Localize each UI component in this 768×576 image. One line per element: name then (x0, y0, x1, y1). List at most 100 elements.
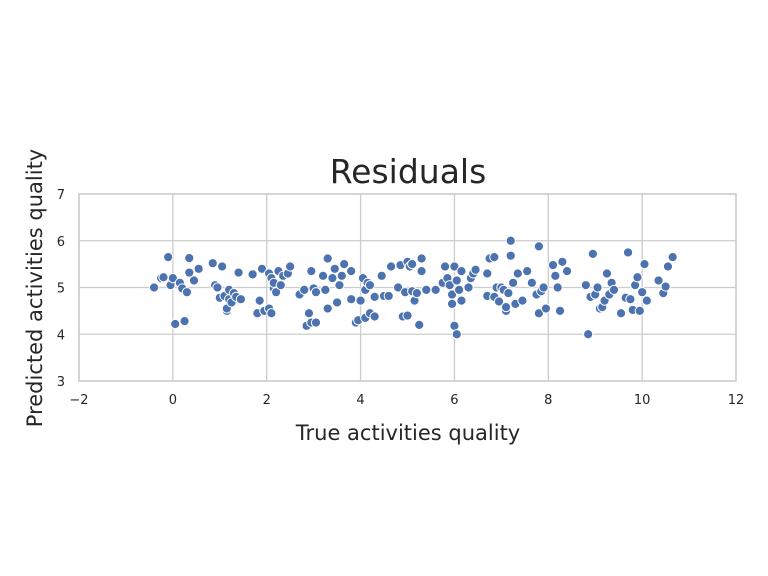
data-point (634, 305, 645, 316)
data-point (580, 280, 591, 291)
data-point (332, 297, 343, 308)
data-point (444, 280, 455, 291)
data-point (517, 295, 528, 306)
data-point (526, 277, 537, 288)
data-point (329, 263, 340, 274)
data-point (310, 287, 322, 298)
data-point (637, 287, 648, 298)
y-tick-label: 3 (57, 375, 65, 390)
data-point (454, 284, 465, 295)
data-point (608, 284, 620, 295)
data-point (393, 282, 404, 293)
data-point (416, 266, 427, 277)
data-point (547, 259, 559, 271)
data-point (299, 284, 310, 295)
data-point (322, 303, 333, 314)
x-axis-label: True activities quality (295, 421, 520, 445)
data-point (552, 282, 563, 293)
x-tick-label: 4 (356, 393, 364, 408)
data-point (439, 261, 451, 272)
data-point (411, 288, 422, 299)
data-point (369, 311, 380, 322)
data-point (193, 263, 204, 274)
data-point (550, 270, 561, 281)
x-tick-label: 8 (544, 393, 552, 408)
data-point (181, 287, 193, 298)
data-point (482, 268, 493, 279)
data-point (212, 282, 223, 293)
data-point (451, 329, 462, 340)
data-point (327, 273, 338, 284)
data-point (505, 250, 516, 261)
y-tick-label: 7 (57, 188, 65, 203)
data-point (662, 261, 674, 272)
data-point (383, 290, 394, 302)
data-point (254, 295, 265, 306)
data-point (385, 261, 397, 272)
y-axis-label: Predicted activities quality (23, 149, 47, 427)
data-point (449, 261, 460, 272)
data-point (266, 308, 277, 319)
y-tick-labels: 3 4 5 6 7 (57, 188, 65, 390)
data-point (217, 261, 228, 272)
x-tick-label: 12 (728, 393, 745, 408)
data-point (336, 270, 347, 281)
data-point (170, 318, 181, 330)
data-point (533, 308, 545, 319)
data-point (641, 295, 652, 306)
data-point (346, 294, 357, 305)
x-tick-label: 10 (634, 393, 651, 408)
data-point (320, 284, 331, 295)
data-point (179, 316, 190, 327)
data-point (414, 319, 425, 330)
plot-frame (78, 193, 737, 382)
data-point (493, 296, 505, 307)
chart-title: Residuals (330, 152, 487, 191)
data-point (557, 256, 568, 267)
data-point (533, 241, 545, 252)
x-tick-label: −2 (69, 393, 88, 408)
data-point (503, 288, 514, 299)
data-point (615, 308, 627, 319)
data-point (369, 291, 380, 302)
data-point (148, 282, 160, 293)
data-point (456, 266, 467, 277)
data-point (364, 280, 376, 291)
data-point (421, 284, 432, 295)
x-tick-label: 6 (450, 393, 458, 408)
data-point (167, 273, 178, 284)
data-point (583, 329, 594, 340)
data-point (451, 275, 462, 286)
data-point (184, 252, 195, 264)
data-point (339, 259, 350, 270)
data-point (625, 294, 636, 305)
data-point (456, 295, 467, 306)
data-point (416, 253, 427, 264)
data-point (540, 303, 552, 314)
data-point (470, 264, 481, 275)
x-tick-label: 0 (169, 393, 177, 408)
data-point (561, 266, 573, 277)
data-point (653, 275, 664, 286)
data-point (247, 269, 258, 280)
data-point (275, 280, 286, 291)
data-point (446, 298, 458, 309)
data-point (667, 252, 678, 263)
data-point (235, 294, 247, 305)
data-point (184, 267, 195, 278)
data-point (538, 282, 549, 293)
data-point (463, 282, 474, 293)
data-point (587, 248, 598, 259)
data-point (622, 247, 634, 258)
data-point (601, 268, 613, 279)
data-point (188, 275, 200, 286)
y-tick-label: 4 (57, 328, 65, 343)
data-point (407, 259, 418, 270)
data-points (148, 235, 678, 340)
x-tick-label: 2 (263, 393, 271, 408)
data-point (346, 266, 357, 277)
data-point (306, 266, 317, 277)
data-point (507, 277, 519, 288)
data-point (500, 302, 512, 313)
